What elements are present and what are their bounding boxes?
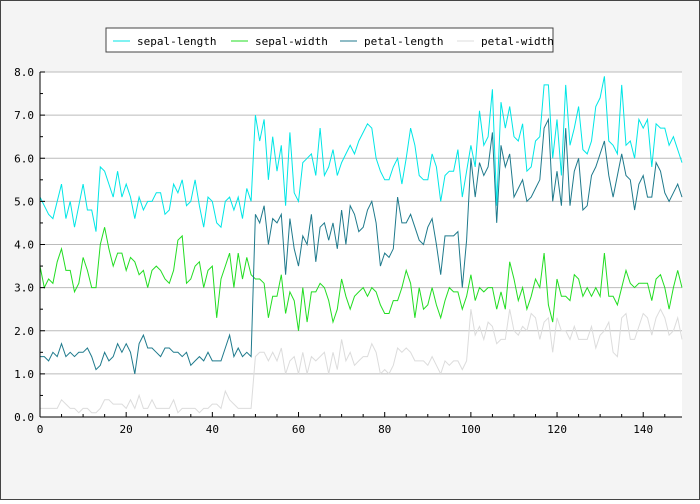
y-tick-label: 1.0 xyxy=(14,368,34,381)
y-tick-label: 8.0 xyxy=(14,66,34,79)
legend: sepal-length sepal-width petal-length petal… xyxy=(113,35,554,48)
x-tick-label: 80 xyxy=(378,423,391,436)
y-tick-label: 7.0 xyxy=(14,109,34,122)
y-tick-label: 3.0 xyxy=(14,282,34,295)
x-tick-label: 120 xyxy=(547,423,567,436)
x-tick-label: 0 xyxy=(37,423,44,436)
axes: 0.0 1.0 2.0 3.0 4.0 5.0 6.0 7.0 8.0 0 20 40 60 80 100 1… xyxy=(14,66,682,436)
legend-label-petal-length: petal-length xyxy=(364,35,443,48)
y-tick-label: 2.0 xyxy=(14,325,34,338)
legend-box xyxy=(105,27,554,53)
y-tick-label: 4.0 xyxy=(14,239,34,252)
series-group xyxy=(39,76,683,414)
x-tick-label: 40 xyxy=(206,423,219,436)
legend-label-sepal-width: sepal-width xyxy=(255,35,328,48)
series-line-petal-length xyxy=(40,117,683,374)
series-line-sepal-width xyxy=(39,227,683,331)
grid xyxy=(40,71,682,375)
y-tick-label: 6.0 xyxy=(14,152,34,165)
x-tick-label: 100 xyxy=(461,423,481,436)
y-tick-label: 0.0 xyxy=(14,411,34,424)
x-tick-label: 20 xyxy=(120,423,133,436)
legend-label-sepal-length: sepal-length xyxy=(137,35,216,48)
series-line-sepal-length xyxy=(39,76,683,232)
series-line-petal-width xyxy=(40,308,683,414)
y-tick-label: 5.0 xyxy=(14,195,34,208)
x-tick-label: 140 xyxy=(633,423,653,436)
x-tick-label: 60 xyxy=(292,423,305,436)
legend-label-petal-width: petal-width xyxy=(481,35,554,48)
